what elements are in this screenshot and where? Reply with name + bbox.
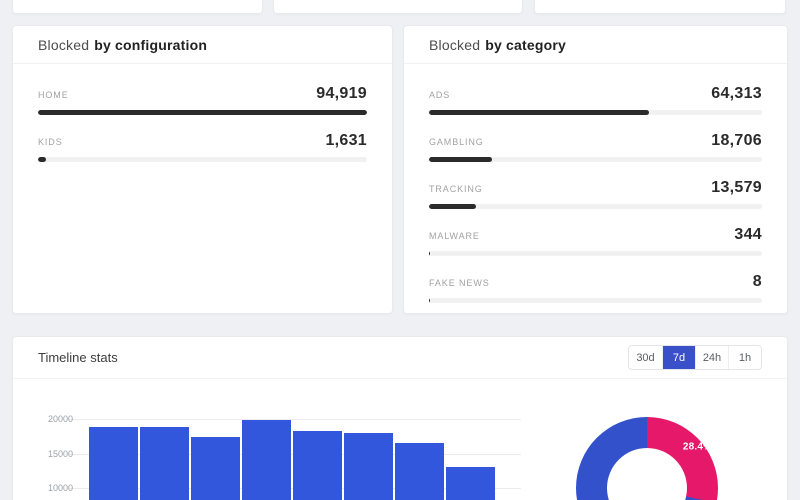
stat-label: GAMBLING [429, 137, 484, 147]
bar-chart-bar[interactable] [446, 466, 495, 500]
timeline-title: Timeline stats [38, 350, 118, 365]
card-title-normal: Blocked [38, 36, 90, 53]
stat-progress-track [38, 157, 367, 162]
time-range-button-7d[interactable]: 7d [662, 346, 695, 369]
donut-chart[interactable]: 28.4% [576, 417, 718, 500]
stat-progress-track [429, 110, 762, 115]
stat-value: 64,313 [711, 85, 762, 102]
chart-y-tick-label: 20000 [47, 414, 73, 424]
category-stats-list: ADS 64,313 GAMBLING 18,706 TRACKING 13,579 MAL… [404, 64, 787, 303]
stat-value: 94,919 [316, 85, 367, 102]
top-card-2 [273, 0, 523, 14]
stat-row: GAMBLING 18,706 [429, 132, 762, 162]
top-card-3 [534, 0, 786, 14]
stat-progress-track [429, 157, 762, 162]
stat-value: 344 [734, 226, 762, 243]
donut-hole [607, 448, 687, 500]
stat-row: HOME 94,919 [38, 85, 367, 115]
stat-row: TRACKING 13,579 [429, 179, 762, 209]
stat-row: MALWARE 344 [429, 226, 762, 256]
stat-progress-fill [38, 157, 47, 162]
card-title-normal: Blocked [429, 36, 481, 53]
stat-progress-track [429, 298, 762, 303]
bar-chart-bar[interactable] [395, 443, 444, 500]
stat-label: KIDS [38, 137, 63, 147]
stat-label: FAKE NEWS [429, 278, 490, 288]
timeline-header: Timeline stats 30d 7d 24h 1h [13, 337, 787, 379]
time-range-button-30d[interactable]: 30d [636, 351, 655, 364]
bar-chart-bar[interactable] [89, 426, 138, 500]
bar-chart-bar[interactable] [242, 420, 291, 500]
stat-progress-track [38, 110, 367, 115]
stat-value: 8 [752, 273, 762, 290]
chart-gridline [69, 419, 521, 420]
blocked-by-category-card: Blocked by category ADS 64,313 GAMBLING 18,… [403, 25, 788, 314]
card-title-bold: by configuration [94, 36, 208, 53]
bar-chart-bar[interactable] [293, 431, 342, 500]
stat-label: MALWARE [429, 231, 480, 241]
stat-progress-fill [429, 110, 649, 115]
blocked-by-configuration-card: Blocked by configuration HOME 94,919 KIDS 1… [12, 25, 393, 314]
time-range-selector: 30d 7d 24h 1h [628, 345, 762, 370]
timeline-chart-area: 20000 15000 10000 28.4% [13, 378, 787, 500]
top-card-1 [12, 0, 263, 14]
time-range-button-24h[interactable]: 24h [695, 346, 728, 369]
stat-progress-fill [429, 157, 493, 162]
configuration-stats-list: HOME 94,919 KIDS 1,631 [13, 64, 392, 162]
stat-row: ADS 64,313 [429, 85, 762, 115]
stat-progress-track [429, 251, 762, 256]
stat-label: HOME [38, 90, 69, 100]
bar-chart-bar[interactable] [344, 433, 393, 500]
card-title-bold: by category [485, 36, 567, 53]
stat-progress-fill [429, 251, 431, 256]
donut-slice-label: 28.4% [682, 441, 713, 453]
stat-label: ADS [429, 90, 451, 100]
chart-y-tick-label: 10000 [47, 483, 73, 493]
stat-progress-fill [429, 204, 476, 209]
card-title: Blocked by configuration [13, 26, 392, 64]
stat-value: 18,706 [711, 132, 762, 149]
stat-label: TRACKING [429, 184, 483, 194]
chart-y-tick-label: 15000 [47, 448, 73, 459]
card-title: Blocked by category [404, 26, 787, 64]
time-range-button-1h[interactable]: 1h [728, 346, 761, 369]
stat-value: 13,579 [711, 179, 762, 196]
stat-value: 1,631 [325, 132, 367, 149]
stat-row: KIDS 1,631 [38, 132, 367, 162]
bar-chart-bar[interactable] [140, 426, 189, 500]
stat-progress-track [429, 204, 762, 209]
timeline-stats-card: Timeline stats 30d 7d 24h 1h 20000 15000 1000… [12, 336, 788, 500]
stat-row: FAKE NEWS 8 [429, 273, 762, 303]
bar-chart-bar[interactable] [191, 436, 240, 500]
stat-progress-fill [38, 110, 367, 115]
